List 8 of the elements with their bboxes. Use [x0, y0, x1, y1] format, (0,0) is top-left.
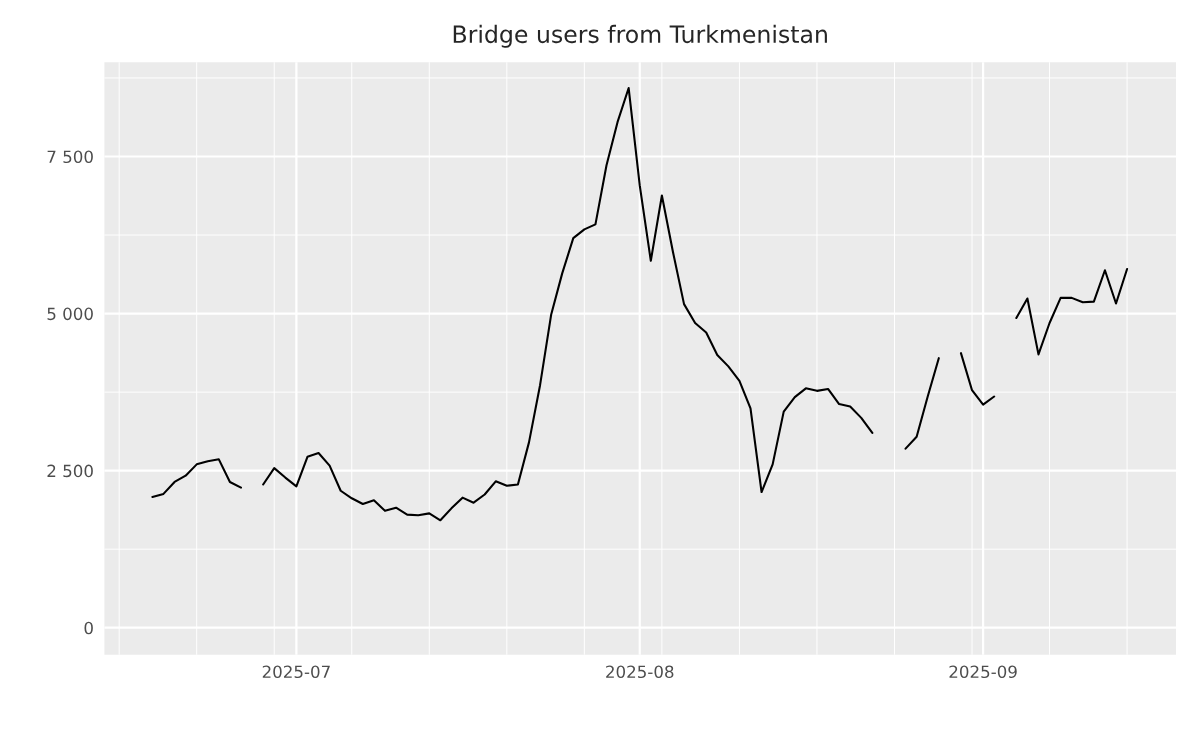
- x-tick-label: 2025-09: [949, 665, 1017, 679]
- x-tick-label: 2025-07: [262, 665, 330, 679]
- y-tick-label: 0: [84, 621, 93, 635]
- y-tick-label: 2 500: [47, 464, 93, 478]
- chart-title: Bridge users from Turkmenistan: [453, 24, 827, 48]
- y-tick-label: 5 000: [47, 307, 93, 321]
- y-tick-label: 7 500: [47, 150, 93, 164]
- x-tick-label: 2025-08: [606, 665, 674, 679]
